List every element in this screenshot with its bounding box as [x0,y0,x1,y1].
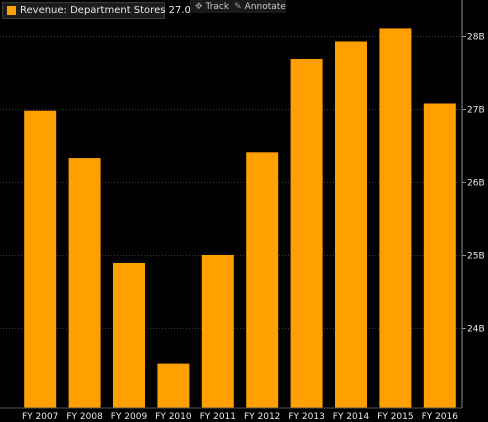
bars [24,28,456,409]
x-tick-label: FY 2012 [244,412,280,422]
legend-label: Revenue: Department Stores 27.079B [20,5,211,16]
x-tick-label: FY 2007 [22,412,58,422]
bar-fy-2012[interactable] [246,152,279,408]
x-tick-label: FY 2009 [111,412,148,422]
bar-fy-2010[interactable] [157,363,190,408]
bar-fy-2014[interactable] [335,41,367,409]
pencil-icon: ✎ [234,1,242,12]
legend[interactable]: Revenue: Department Stores 27.079B [2,2,210,19]
y-tick-label: 28B [467,33,485,43]
bar-fy-2013[interactable] [290,59,323,408]
bar-fy-2011[interactable] [201,255,234,408]
bar-fy-2016[interactable] [423,103,456,409]
bar-fy-2015[interactable] [379,28,412,409]
annotate-button[interactable]: ✎ Annotate [234,2,286,12]
x-tick-label: FY 2014 [333,412,370,422]
track-button[interactable]: ✥ Track [195,2,229,12]
y-tick-label: 25B [467,252,485,262]
x-tick-label: FY 2010 [155,412,192,422]
x-tick-label: FY 2013 [288,412,324,422]
bar-fy-2007[interactable] [24,110,57,408]
y-tick-label: 26B [467,179,485,189]
annotate-label: Annotate [244,1,286,12]
legend-swatch [7,6,16,15]
y-tick-label: 27B [467,106,485,116]
x-tick-label: FY 2011 [200,412,236,422]
x-tick-label: FY 2016 [422,412,459,422]
y-tick-label: 24B [467,325,485,335]
track-label: Track [205,1,230,12]
crosshair-icon: ✥ [195,1,203,12]
bar-fy-2009[interactable] [113,263,145,408]
y-axis: 24B 25B 26B 27B 28B [461,0,485,408]
x-tick-label: FY 2008 [66,412,103,422]
x-axis: FY 2007 FY 2008 FY 2009 FY 2010 FY 2011 FY 20… [0,407,462,422]
bar-fy-2008[interactable] [68,158,101,408]
chart-toolbar: ✥ Track ✎ Annotate [190,0,286,13]
x-tick-label: FY 2015 [377,412,413,422]
